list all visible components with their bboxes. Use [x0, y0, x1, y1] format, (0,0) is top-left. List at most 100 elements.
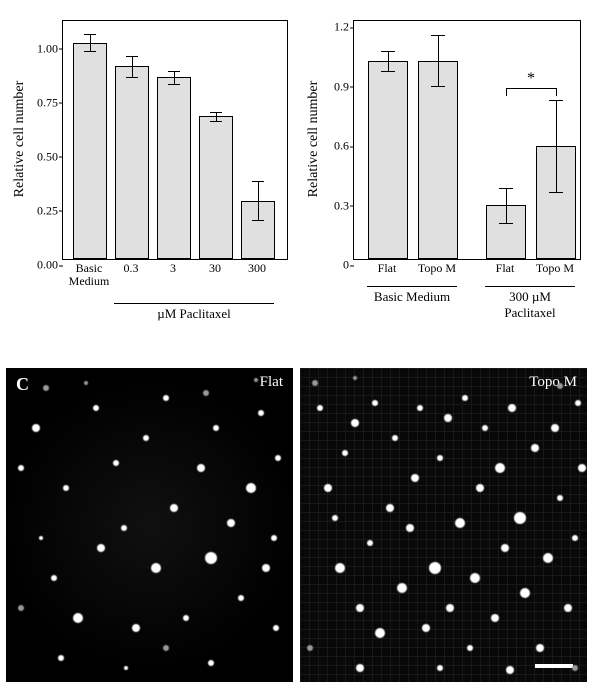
cell-spot [163, 645, 169, 651]
cell-spot [578, 464, 586, 472]
cell-spot [246, 483, 256, 493]
cell-spot [324, 484, 332, 492]
cell-spot [482, 425, 488, 431]
cell-spot [203, 390, 209, 396]
cell-spot [476, 484, 484, 492]
cell-spot [143, 435, 149, 441]
error-cap [210, 112, 222, 113]
cell-spot [536, 644, 544, 652]
cell-spot [113, 460, 119, 466]
y-tick-label: 0.6 [334, 139, 349, 154]
x-group-label: µM Paclitaxel [157, 306, 231, 322]
cell-spot [132, 624, 140, 632]
x-group-line [114, 303, 274, 304]
error-bar [556, 100, 557, 191]
error-cap [499, 188, 513, 189]
cell-spot [551, 424, 559, 432]
cell-spot [51, 575, 57, 581]
y-tick-label: 0.9 [334, 79, 349, 94]
cell-spot [208, 660, 214, 666]
cell-spot [170, 504, 178, 512]
micrograph-flat: C Flat [6, 368, 293, 682]
y-tick-label: 1.2 [334, 20, 349, 35]
cell-spot [508, 404, 516, 412]
cell-spot [332, 515, 338, 521]
error-cap [84, 34, 96, 35]
cell-spot [531, 444, 539, 452]
error-bar [258, 181, 259, 220]
error-cap [210, 121, 222, 122]
y-tick-label: 0 [343, 258, 349, 273]
cell-spot [43, 385, 49, 391]
cell-spot [151, 563, 161, 573]
error-cap [126, 56, 138, 57]
cell-spot [446, 604, 454, 612]
significance-star: * [527, 70, 535, 88]
error-bar [506, 188, 507, 224]
y-tick-label: 0.3 [334, 198, 349, 213]
cell-spot [227, 519, 235, 527]
figure-root: A Relative cell number 0.000.250.500.751… [0, 0, 593, 688]
x-tick-label: Flat [496, 262, 515, 275]
cell-spot [437, 665, 443, 671]
x-group-line [485, 286, 575, 287]
error-cap [381, 71, 395, 72]
x-group-label: 300 µMPaclitaxel [504, 289, 555, 321]
chart-b: Relative cell number 00.30.60.91.2 * Fla… [298, 8, 593, 338]
cell-spot [467, 645, 473, 651]
cell-spot [258, 410, 264, 416]
cell-spot [273, 625, 279, 631]
error-cap [549, 192, 563, 193]
cell-spot [356, 604, 364, 612]
cell-spot [254, 378, 258, 382]
chart-a-plot [62, 20, 288, 260]
x-group-line [367, 286, 457, 287]
cell-spot [73, 613, 83, 623]
micrograph-flat-label: Flat [260, 374, 283, 391]
error-cap [431, 86, 445, 87]
cell-spot [39, 536, 43, 540]
error-cap [381, 51, 395, 52]
error-cap [549, 100, 563, 101]
bar [368, 61, 408, 259]
cell-spot [429, 562, 441, 574]
cell-spot [262, 564, 270, 572]
error-bar [438, 35, 439, 87]
cell-spot [506, 666, 514, 674]
cell-spot [84, 381, 88, 385]
cell-spot [495, 463, 505, 473]
cell-spot [520, 588, 530, 598]
cell-spot [392, 435, 398, 441]
error-cap [84, 51, 96, 52]
cell-spot [386, 504, 394, 512]
error-cap [431, 35, 445, 36]
cell-spot [18, 465, 24, 471]
error-cap [168, 84, 180, 85]
micrograph-flat-bg [6, 368, 293, 682]
error-bar [216, 112, 217, 121]
cell-spot [572, 665, 578, 671]
error-cap [499, 223, 513, 224]
y-tick-label: 0.75 [37, 95, 58, 110]
cell-spot [271, 535, 277, 541]
y-tick-label: 0.50 [37, 149, 58, 164]
cell-spot [397, 583, 407, 593]
x-tick-label: Flat [378, 262, 397, 275]
x-tick-label: BasicMedium [69, 262, 110, 288]
cell-spot [462, 395, 468, 401]
x-tick-label: 30 [209, 262, 221, 275]
cell-spot [501, 544, 509, 552]
cell-spot [417, 405, 423, 411]
panel-label-c: C [16, 374, 29, 395]
scale-bar [535, 664, 573, 668]
error-cap [126, 77, 138, 78]
cell-spot [455, 518, 465, 528]
cell-spot [275, 455, 281, 461]
x-tick-label: 3 [170, 262, 176, 275]
cell-spot [543, 553, 553, 563]
cell-spot [238, 595, 244, 601]
cell-spot [335, 563, 345, 573]
cell-spot [514, 512, 526, 524]
cell-spot [557, 495, 563, 501]
cell-spot [317, 405, 323, 411]
